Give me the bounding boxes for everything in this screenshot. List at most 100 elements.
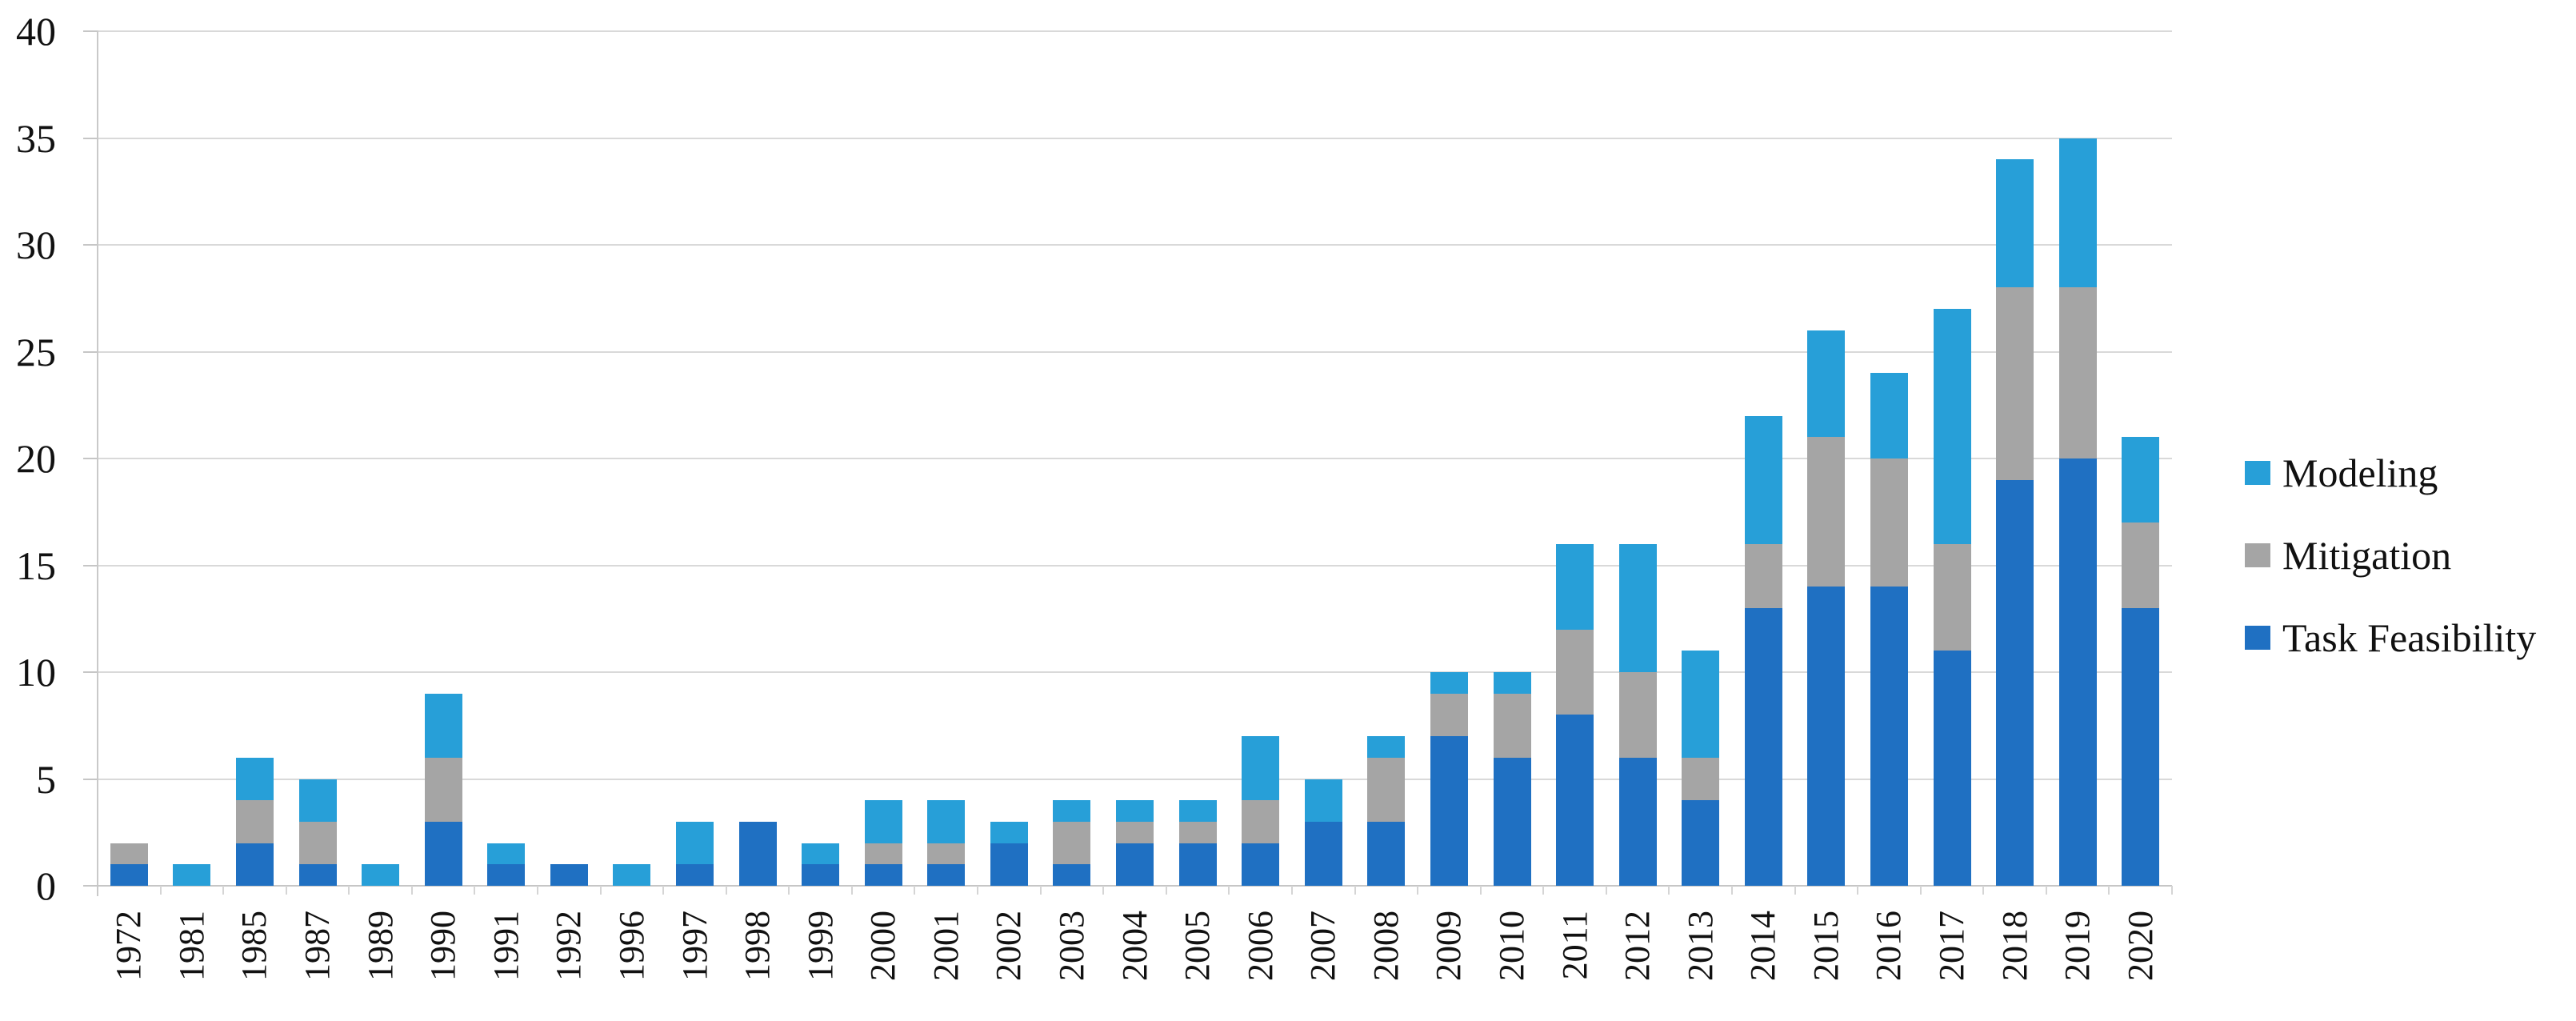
x-axis-tick-label: 2016 [1869,911,1909,981]
bar-1992-task-feasibility [550,864,588,886]
legend-item-modeling: Modeling [2245,452,2438,494]
category-tick [1730,886,1733,895]
bar-2018-mitigation [1996,287,2034,480]
bar-2017-modeling [1933,309,1971,544]
bar-2008-mitigation [1367,757,1406,822]
gridline-35 [98,137,2172,139]
category-tick [537,886,539,895]
bar-2001-modeling [927,800,966,843]
y-axis-tick-10 [83,671,98,673]
x-axis-tick-label: 1990 [423,911,463,981]
bar-2002-modeling [990,821,1028,843]
category-tick [725,886,727,895]
bar-2013-task-feasibility [1682,800,1720,886]
bar-1991-task-feasibility [487,864,526,886]
gridline-40 [98,30,2172,32]
category-tick [285,886,287,895]
category-tick [2108,886,2110,895]
bar-2008-task-feasibility [1367,821,1406,886]
gridline-10 [98,671,2172,673]
category-tick [788,886,790,895]
x-axis-tick-label: 1992 [549,911,589,981]
bar-2016-mitigation [1870,458,1908,587]
bar-2009-task-feasibility [1430,736,1468,886]
x-axis-tick-label: 1999 [800,911,840,981]
bar-2015-mitigation [1807,437,1846,587]
y-axis-tick-25 [83,350,98,353]
x-axis-tick-label: 2010 [1492,911,1531,981]
bar-1999-modeling [802,843,840,865]
y-axis-tick-label: 35 [16,115,56,161]
legend-item-mitigation: Mitigation [2245,535,2451,576]
category-tick [348,886,350,895]
x-axis-tick-label: 1985 [234,911,274,981]
legend-swatch [2245,626,2270,650]
bar-1985-modeling [235,757,274,801]
gridline-25 [98,350,2172,353]
bar-2003-modeling [1053,800,1091,822]
bar-2012-modeling [1618,543,1657,672]
category-tick [1919,886,1922,895]
bar-1990-mitigation [424,757,462,822]
category-tick [474,886,476,895]
x-axis-tick-label: 1996 [611,911,651,981]
y-axis-tick-5 [83,778,98,780]
x-axis-tick-label: 2017 [1932,911,1971,981]
x-axis-tick-label: 1972 [109,911,149,981]
x-axis-tick-label: 1991 [486,911,526,981]
y-axis-tick-label: 0 [36,863,56,908]
gridline-5 [98,778,2172,780]
bar-2011-mitigation [1556,629,1594,715]
bar-1991-modeling [487,843,526,865]
bar-2015-modeling [1807,330,1846,438]
bar-2018-task-feasibility [1996,479,2034,886]
legend-label: Task Feasibility [2282,615,2537,660]
bar-2013-mitigation [1682,757,1720,801]
x-axis-tick-label: 2007 [1303,911,1343,981]
y-axis-tick-15 [83,564,98,567]
category-tick [1794,886,1796,895]
x-axis-tick-label: 2015 [1806,911,1846,981]
bar-1987-mitigation [298,821,337,865]
category-tick [1039,886,1042,895]
bar-2010-task-feasibility [1493,757,1531,886]
bar-1998-task-feasibility [738,821,777,886]
bar-2004-mitigation [1116,821,1154,843]
bar-2000-mitigation [864,843,902,865]
bar-2006-mitigation [1242,800,1280,843]
bar-2008-modeling [1367,736,1406,758]
x-axis-tick-label: 2011 [1554,911,1594,980]
category-tick [410,886,413,895]
bar-2003-mitigation [1053,821,1091,865]
bar-2011-task-feasibility [1556,715,1594,886]
x-axis-tick-label: 2008 [1366,911,1406,981]
bar-2014-task-feasibility [1744,607,1782,886]
bar-1989-modeling [362,864,400,886]
y-axis-line [97,30,98,896]
legend-item-task-feasibility: Task Feasibility [2245,617,2536,659]
bar-1985-mitigation [235,800,274,843]
y-axis-tick-label: 10 [16,650,56,695]
category-tick [599,886,602,895]
bar-2020-task-feasibility [2122,607,2160,886]
category-tick [1417,886,1419,895]
legend-label: Modeling [2282,450,2438,495]
y-axis-tick-40 [83,30,98,32]
bar-1990-task-feasibility [424,821,462,886]
bar-2017-task-feasibility [1933,651,1971,886]
x-axis-tick-label: 1981 [171,911,211,981]
category-tick [1479,886,1482,895]
bar-2010-mitigation [1493,693,1531,758]
x-axis-tick-label: 2006 [1240,911,1280,981]
bar-2016-task-feasibility [1870,587,1908,886]
category-tick [1354,886,1356,895]
category-tick [1165,886,1167,895]
bar-1990-modeling [424,693,462,758]
category-tick [159,886,162,895]
x-axis-tick-label: 2019 [2058,911,2098,981]
bar-2006-task-feasibility [1242,843,1280,886]
bar-2018-modeling [1996,159,2034,288]
bar-2019-mitigation [2058,287,2097,458]
x-axis-line [83,885,2172,887]
